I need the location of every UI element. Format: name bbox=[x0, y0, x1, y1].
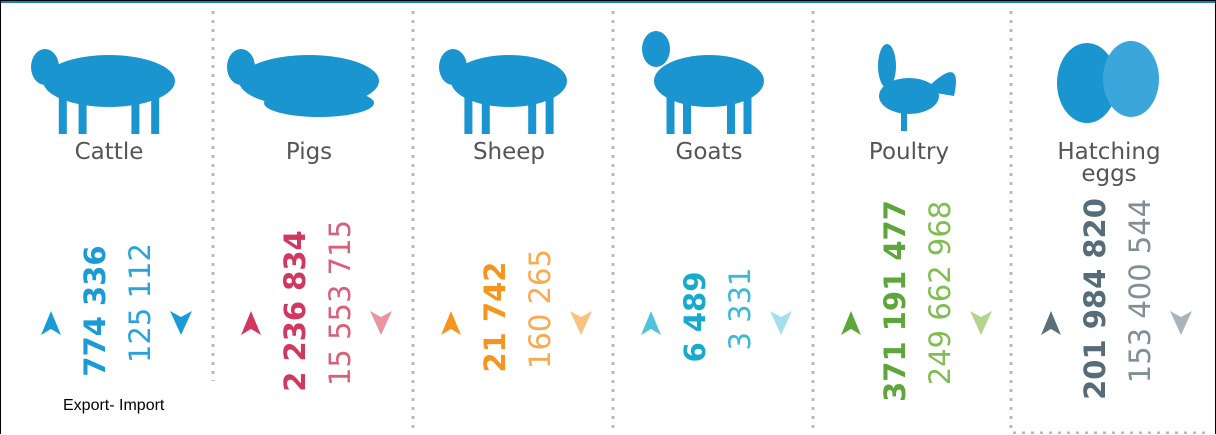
artwork: 774 336 125 112 2 236 834 15 553 715 21 742 1… bbox=[1, 1, 1215, 434]
head bbox=[439, 49, 467, 85]
leg bbox=[727, 96, 735, 134]
head bbox=[31, 49, 59, 85]
import-arrow bbox=[1170, 311, 1192, 335]
leg bbox=[79, 96, 87, 134]
export-value: 774 336 bbox=[78, 245, 112, 376]
import-arrow bbox=[970, 311, 992, 335]
import-arrow bbox=[770, 311, 792, 335]
export-value: 6 489 bbox=[678, 272, 712, 363]
animal-name: Goats bbox=[644, 141, 774, 163]
leg bbox=[683, 96, 691, 134]
note: Export- Import bbox=[63, 397, 164, 415]
export-value: 2 236 834 bbox=[278, 230, 312, 391]
infographic: 774 336 125 112 2 236 834 15 553 715 21 742 1… bbox=[0, 0, 1216, 434]
leg bbox=[482, 96, 490, 134]
leg bbox=[131, 96, 139, 134]
animal-icon bbox=[227, 49, 379, 117]
neck bbox=[878, 44, 896, 88]
animal-icon bbox=[1057, 41, 1159, 123]
import-arrow bbox=[570, 311, 592, 335]
import-value: 3 331 bbox=[723, 267, 757, 350]
animal-icon bbox=[878, 44, 956, 131]
leg bbox=[546, 96, 554, 134]
export-arrow bbox=[641, 311, 661, 335]
import-arrow bbox=[370, 311, 392, 335]
leg bbox=[528, 96, 536, 134]
import-arrow bbox=[170, 311, 192, 335]
leg bbox=[667, 96, 675, 134]
import-value: 153 400 544 bbox=[1123, 199, 1157, 384]
legs bbox=[901, 109, 907, 131]
export-arrow bbox=[441, 311, 461, 335]
leg bbox=[151, 96, 159, 134]
animal-icon bbox=[31, 49, 175, 134]
leg bbox=[744, 96, 752, 134]
animal-name: Pigs bbox=[244, 141, 374, 163]
export-arrow bbox=[241, 311, 261, 335]
animal-name: Hatching eggs bbox=[1044, 141, 1174, 185]
egg bbox=[1103, 41, 1159, 117]
import-value: 160 265 bbox=[523, 249, 557, 369]
export-value: 201 984 820 bbox=[1078, 198, 1112, 400]
head bbox=[642, 31, 670, 67]
export-arrow bbox=[841, 311, 861, 335]
animal-icon bbox=[439, 49, 567, 134]
export-value: 371 191 477 bbox=[878, 200, 912, 402]
leg bbox=[59, 96, 67, 134]
head bbox=[227, 49, 255, 85]
haunch bbox=[264, 89, 374, 117]
export-arrow bbox=[1041, 311, 1061, 335]
animal-name: Cattle bbox=[44, 141, 174, 163]
animal-name: Poultry bbox=[844, 141, 974, 163]
animal-name: Sheep bbox=[444, 141, 574, 163]
import-value: 125 112 bbox=[123, 243, 157, 363]
import-value: 15 553 715 bbox=[323, 220, 357, 386]
import-value: 249 662 968 bbox=[923, 201, 957, 386]
export-arrow bbox=[41, 311, 61, 335]
animal-icon bbox=[642, 31, 764, 134]
export-value: 21 742 bbox=[478, 262, 512, 373]
leg bbox=[464, 96, 472, 134]
